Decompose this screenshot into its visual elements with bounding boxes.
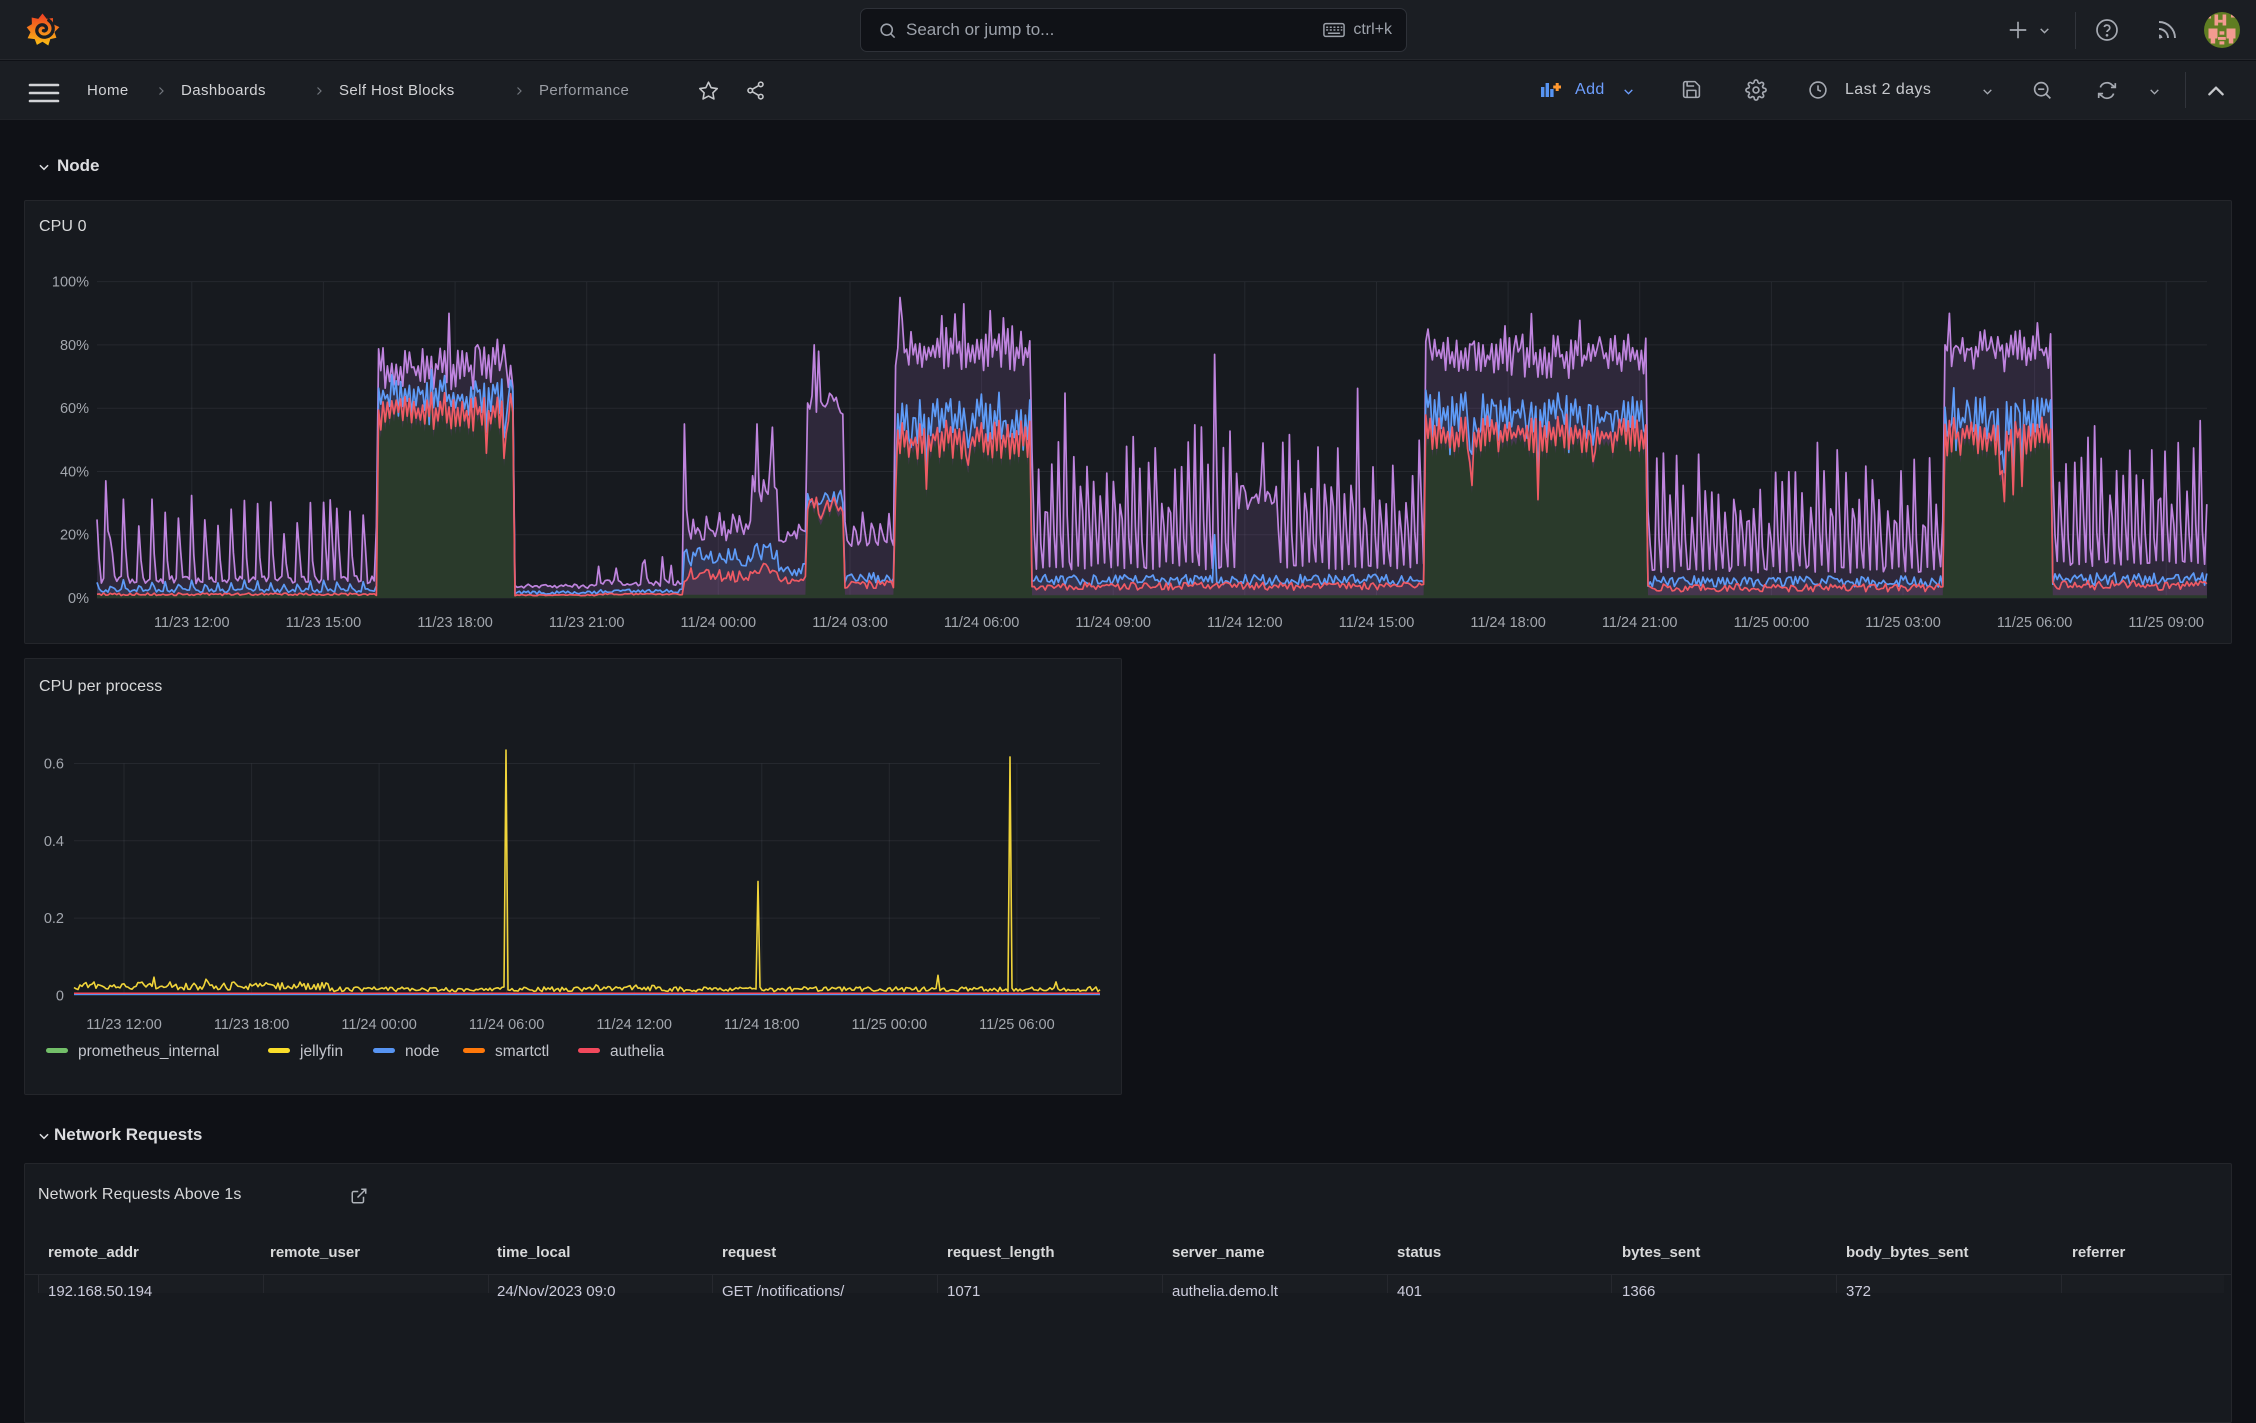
- svg-text:0.2: 0.2: [44, 911, 64, 927]
- svg-text:11/24 12:00: 11/24 12:00: [596, 1017, 672, 1033]
- svg-text:100%: 100%: [52, 275, 89, 291]
- svg-text:11/25 06:00: 11/25 06:00: [1997, 615, 2073, 631]
- svg-text:60%: 60%: [60, 401, 89, 417]
- svg-text:11/24 00:00: 11/24 00:00: [681, 615, 757, 631]
- svg-text:11/24 09:00: 11/24 09:00: [1075, 615, 1151, 631]
- svg-text:11/25 03:00: 11/25 03:00: [1865, 615, 1941, 631]
- svg-text:11/24 18:00: 11/24 18:00: [724, 1017, 800, 1033]
- svg-text:11/24 00:00: 11/24 00:00: [341, 1017, 417, 1033]
- svg-text:11/25 00:00: 11/25 00:00: [852, 1017, 928, 1033]
- svg-text:20%: 20%: [60, 528, 89, 544]
- svg-text:11/23 18:00: 11/23 18:00: [417, 615, 493, 631]
- svg-text:0.4: 0.4: [44, 834, 64, 850]
- svg-text:11/24 15:00: 11/24 15:00: [1339, 615, 1415, 631]
- svg-text:0.6: 0.6: [44, 757, 64, 773]
- svg-text:0%: 0%: [68, 591, 89, 607]
- svg-text:80%: 80%: [60, 338, 89, 354]
- svg-text:node: node: [405, 1043, 439, 1060]
- svg-text:11/23 18:00: 11/23 18:00: [214, 1017, 290, 1033]
- svg-text:11/24 06:00: 11/24 06:00: [944, 615, 1020, 631]
- svg-text:authelia: authelia: [610, 1043, 665, 1060]
- svg-text:0: 0: [56, 988, 64, 1004]
- svg-text:prometheus_internal: prometheus_internal: [78, 1043, 219, 1060]
- svg-text:11/23 15:00: 11/23 15:00: [286, 615, 362, 631]
- svg-text:11/24 06:00: 11/24 06:00: [469, 1017, 545, 1033]
- svg-text:smartctl: smartctl: [495, 1043, 549, 1060]
- svg-text:11/23 12:00: 11/23 12:00: [154, 615, 230, 631]
- svg-text:11/23 12:00: 11/23 12:00: [86, 1017, 162, 1033]
- svg-text:11/25 06:00: 11/25 06:00: [979, 1017, 1055, 1033]
- svg-text:11/24 12:00: 11/24 12:00: [1207, 615, 1283, 631]
- svg-text:11/25 00:00: 11/25 00:00: [1734, 615, 1810, 631]
- svg-text:11/25 09:00: 11/25 09:00: [2128, 615, 2204, 631]
- svg-text:11/24 21:00: 11/24 21:00: [1602, 615, 1678, 631]
- svg-text:jellyfin: jellyfin: [299, 1043, 343, 1060]
- svg-text:11/24 18:00: 11/24 18:00: [1470, 615, 1546, 631]
- svg-text:11/24 03:00: 11/24 03:00: [812, 615, 888, 631]
- svg-text:40%: 40%: [60, 465, 89, 481]
- svg-text:11/23 21:00: 11/23 21:00: [549, 615, 625, 631]
